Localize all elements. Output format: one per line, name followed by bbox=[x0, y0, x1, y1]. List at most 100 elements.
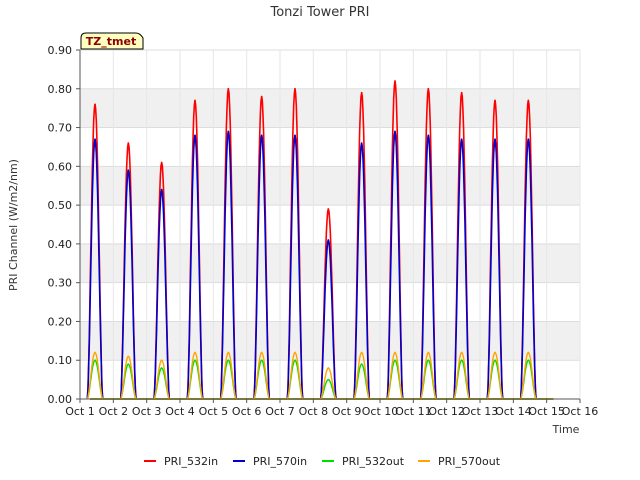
series-peak-point bbox=[127, 355, 130, 358]
series-peak-point bbox=[160, 359, 163, 362]
y-tick-label: 0.30 bbox=[48, 277, 73, 290]
series-peak-point bbox=[527, 359, 530, 362]
series-lines bbox=[86, 80, 554, 400]
plot-band bbox=[80, 50, 580, 89]
y-tick-label: 0.60 bbox=[48, 160, 73, 173]
series-peak-point bbox=[394, 130, 396, 133]
series-peak-point bbox=[360, 91, 363, 94]
series-peak-point bbox=[227, 87, 230, 90]
series-peak-point bbox=[460, 359, 463, 362]
x-tick-label: Oct 3 bbox=[132, 405, 162, 418]
series-peak-point bbox=[194, 134, 196, 137]
plot-band bbox=[80, 321, 580, 361]
series-peak-point bbox=[160, 161, 163, 164]
axes bbox=[79, 50, 580, 400]
series-peak-point bbox=[260, 134, 263, 137]
plot-band bbox=[80, 282, 580, 322]
series-peak-point bbox=[460, 91, 463, 94]
series-peak-point bbox=[427, 359, 430, 362]
series-peak-point bbox=[494, 359, 496, 362]
series-peak-point bbox=[194, 359, 196, 362]
series-peak-point bbox=[294, 134, 296, 137]
series-peak-point bbox=[460, 138, 463, 140]
y-tick-label: 0.50 bbox=[48, 199, 73, 212]
series-peak-point bbox=[227, 351, 230, 354]
x-tick-label: Oct 15 bbox=[528, 405, 565, 418]
y-tick-label: 0.00 bbox=[48, 393, 73, 406]
y-ticks: 0.00 0.10 0.20 0.30 0.40 0.50 0.60 0.70 0.80 0.90 bbox=[48, 44, 80, 406]
x-tick-label: Oct 2 bbox=[99, 405, 129, 418]
legend-label: PRI_570in bbox=[253, 455, 307, 468]
series-peak-point bbox=[127, 142, 130, 144]
x-tick-label: Oct 7 bbox=[265, 405, 295, 418]
series-peak-point bbox=[160, 188, 163, 191]
legend-label: PRI_532out bbox=[342, 455, 405, 468]
series-peak-point bbox=[260, 351, 263, 354]
series-peak-point bbox=[160, 367, 163, 369]
series-peak-point bbox=[527, 351, 530, 354]
chart-title: Tonzi Tower PRI bbox=[270, 5, 370, 20]
series-peak-point bbox=[194, 99, 196, 102]
x-axis-label: Time bbox=[552, 423, 580, 436]
series-peak-point bbox=[494, 99, 496, 102]
series-peak-point bbox=[294, 359, 296, 362]
series-peak-point bbox=[94, 359, 96, 362]
x-tick-label: Oct 13 bbox=[462, 405, 499, 418]
series-peak-point bbox=[294, 351, 296, 354]
series-peak-point bbox=[360, 363, 363, 365]
series-peak-point bbox=[94, 138, 96, 140]
x-tick-label: Oct 5 bbox=[199, 405, 229, 418]
y-tick-label: 0.80 bbox=[48, 83, 73, 96]
series-peak-point bbox=[327, 367, 330, 369]
plot-band bbox=[80, 88, 580, 128]
x-tick-label: Oct 12 bbox=[428, 405, 465, 418]
series-peak-point bbox=[127, 363, 130, 365]
x-tick-label: Oct 6 bbox=[232, 405, 262, 418]
series-peak-point bbox=[394, 359, 396, 362]
series-peak-point bbox=[427, 134, 430, 137]
series-peak-point bbox=[527, 99, 530, 102]
y-tick-label: 0.20 bbox=[48, 315, 73, 328]
series-peak-point bbox=[427, 351, 430, 354]
series-peak-point bbox=[460, 351, 463, 354]
series-peak-point bbox=[94, 351, 96, 354]
series-peak-point bbox=[94, 103, 96, 106]
series-peak-point bbox=[394, 351, 396, 354]
series-peak-point bbox=[360, 142, 363, 144]
series-peak-point bbox=[260, 359, 263, 362]
legend: PRI_532in PRI_570in PRI_532out PRI_570out bbox=[144, 455, 501, 468]
y-axis-label: PRI Channel (W/m2/nm) bbox=[7, 159, 20, 291]
series-peak-point bbox=[227, 130, 230, 133]
series-peak-point bbox=[260, 95, 263, 98]
x-tick-label: Oct 10 bbox=[362, 405, 399, 418]
series-peak-point bbox=[327, 239, 330, 241]
x-tick-label: Oct 8 bbox=[299, 405, 329, 418]
y-tick-label: 0.70 bbox=[48, 122, 73, 135]
x-tick-label: Oct 14 bbox=[495, 405, 532, 418]
legend-label: PRI_570out bbox=[438, 455, 501, 468]
x-tick-label: Oct 16 bbox=[562, 405, 599, 418]
x-tick-label: Oct 9 bbox=[332, 405, 362, 418]
site-badge: TZ_tmet bbox=[80, 32, 144, 50]
series-peak-point bbox=[294, 87, 296, 90]
site-badge-label: TZ_tmet bbox=[86, 35, 136, 48]
series-peak-point bbox=[394, 80, 396, 82]
series-peak-point bbox=[194, 351, 196, 354]
y-tick-label: 0.90 bbox=[48, 44, 73, 57]
plot-band bbox=[80, 127, 580, 167]
x-tick-label: Oct 11 bbox=[395, 405, 432, 418]
x-tick-label: Oct 4 bbox=[165, 405, 195, 418]
series-peak-point bbox=[427, 87, 430, 90]
site-badge-box bbox=[80, 32, 144, 50]
series-peak-point bbox=[127, 169, 130, 172]
y-tick-label: 0.10 bbox=[48, 354, 73, 367]
series-peak-point bbox=[327, 208, 330, 210]
plot-band bbox=[80, 166, 580, 206]
legend-label: PRI_532in bbox=[164, 455, 218, 468]
series-peak-point bbox=[494, 138, 496, 140]
series-peak-point bbox=[527, 138, 530, 140]
series-peak-point bbox=[360, 351, 363, 354]
series-peak-point bbox=[227, 359, 230, 362]
x-tick-label: Oct 1 bbox=[65, 405, 95, 418]
